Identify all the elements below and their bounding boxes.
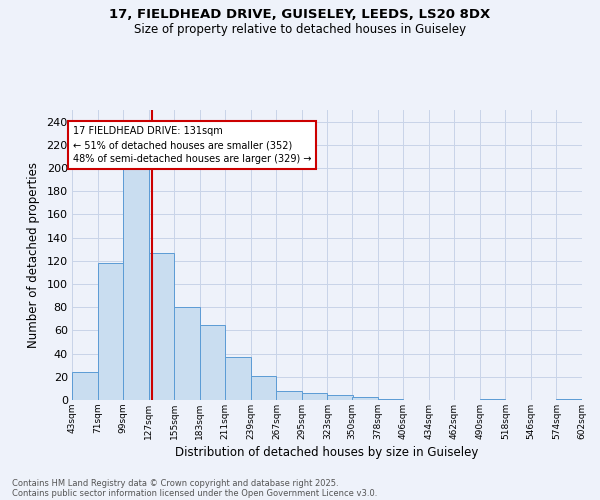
Bar [352,396,377,400]
Bar [98,263,123,400]
Bar [174,307,200,400]
Text: 17 FIELDHEAD DRIVE: 131sqm
← 51% of detached houses are smaller (352)
48% of sem: 17 FIELDHEAD DRIVE: 131sqm ← 51% of deta… [73,126,311,164]
Bar [200,324,225,400]
Text: Size of property relative to detached houses in Guiseley: Size of property relative to detached ho… [134,22,466,36]
Bar [377,399,403,400]
Text: 17, FIELDHEAD DRIVE, GUISELEY, LEEDS, LS20 8DX: 17, FIELDHEAD DRIVE, GUISELEY, LEEDS, LS… [109,8,491,20]
Bar [225,357,251,400]
Bar [302,393,328,400]
Bar [556,399,582,400]
Bar [123,168,149,400]
Text: Contains public sector information licensed under the Open Government Licence v3: Contains public sector information licen… [12,488,377,498]
Bar [328,396,353,400]
X-axis label: Distribution of detached houses by size in Guiseley: Distribution of detached houses by size … [175,446,479,459]
Text: Contains HM Land Registry data © Crown copyright and database right 2025.: Contains HM Land Registry data © Crown c… [12,478,338,488]
Y-axis label: Number of detached properties: Number of detached properties [26,162,40,348]
Bar [251,376,277,400]
Bar [277,390,302,400]
Bar [72,372,98,400]
Bar [480,399,505,400]
Bar [149,252,174,400]
